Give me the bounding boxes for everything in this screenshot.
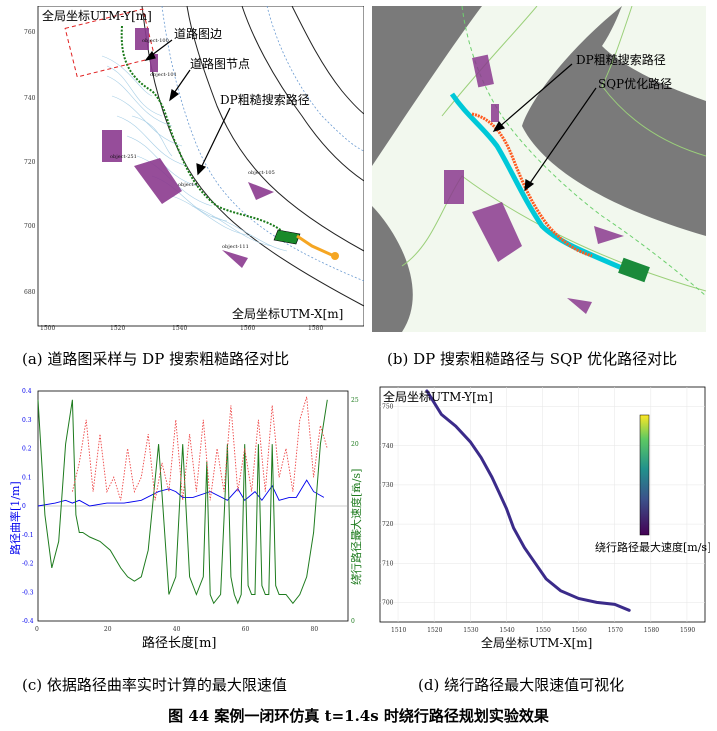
chart-c-x-tick: 60 — [242, 626, 250, 633]
figure-caption: 图 44 案例一闭环仿真 t=1.4s 时绕行路径规划实验效果 — [168, 707, 549, 725]
annotation-road-edge: 道路图边 — [174, 26, 222, 41]
y-tick: 680 — [24, 289, 36, 296]
chart-c-y-tick-right: 20 — [351, 441, 359, 448]
chart-c-x-tick: 20 — [104, 626, 112, 633]
chart-d-x-tick: 1510 — [391, 627, 406, 634]
ego-vehicle-icon — [618, 257, 650, 283]
chart-d-path-series — [425, 389, 631, 612]
x-tick: 1520 — [110, 325, 125, 332]
object-label: object-111 — [222, 244, 249, 250]
panel-c: 0 20 40 60 80 0.4 0.3 0.2 0.1 0 -0.1 -0.2 -0.3 -0.4 25… — [8, 385, 363, 655]
chart-d-ylabel: 全局坐标UTM-Y[m] — [383, 389, 493, 404]
x-tick: 1540 — [172, 325, 187, 332]
chart-c-y-tick-left: 0 — [22, 503, 26, 510]
chart-d-x-tick: 1560 — [572, 627, 587, 634]
y-tick: 740 — [24, 95, 36, 102]
chart-c-y-tick-right: 15 — [351, 485, 359, 492]
x-tick: 1500 — [40, 325, 55, 332]
chart-c-x-tick: 40 — [173, 626, 181, 633]
chart-d-y-tick: 700 — [382, 599, 394, 606]
colorbar — [639, 414, 650, 536]
chart-d-y-tick: 710 — [382, 560, 394, 567]
annotation-dp-path: DP粗糙搜索路径 — [220, 92, 310, 107]
y-tick: 760 — [24, 29, 36, 36]
object-label: object-101 — [150, 72, 177, 78]
chart-c: 0 20 40 60 80 0.4 0.3 0.2 0.1 0 -0.1 -0.2 -0.3 -0.4 25… — [8, 388, 363, 651]
chart-c-y-tick-left: 0.4 — [22, 388, 32, 395]
chart-d-x-tick: 1580 — [644, 627, 659, 634]
object-label: object-1 — [178, 182, 198, 188]
chart-c-y-tick-right: 10 — [351, 530, 359, 537]
panel-d: 1510 1520 1530 1540 1550 1560 1570 1580 1590 750 7… — [375, 385, 711, 655]
caption-a: (a) 道路图采样与 DP 搜索粗糙路径对比 — [22, 350, 290, 368]
caption-b: (b) DP 搜索粗糙路径与 SQP 优化路径对比 — [387, 350, 678, 368]
dp-path — [120, 25, 283, 232]
panel-b: DP粗糙搜索路径 SQP优化路径 — [372, 5, 707, 332]
chart-d-y-tick: 730 — [382, 482, 394, 489]
chart-d-x-tick: 1520 — [427, 627, 442, 634]
chart-c-y-tick-left: 0.1 — [22, 474, 32, 481]
chart-c-y-tick-left: 0.2 — [22, 446, 32, 453]
panel-b-plot: DP粗糙搜索路径 SQP优化路径 — [372, 5, 707, 332]
chart-c-y-tick-left: -0.1 — [22, 532, 34, 539]
object-label: object-251 — [110, 154, 137, 160]
chart-d-y-tick: 750 — [382, 404, 394, 411]
chart-c-x-tick: 0 — [35, 626, 39, 633]
chart-c-x-tick: 80 — [311, 626, 319, 633]
axis-label-x: 全局坐标UTM-X[m] — [232, 306, 343, 321]
chart-c-y-tick-left: -0.4 — [22, 618, 34, 625]
chart-c-series-2 — [71, 396, 328, 501]
annotation-dp-path: DP粗糙搜索路径 — [576, 52, 666, 67]
object-label: object-100 — [142, 38, 169, 44]
chart-c-series-1 — [37, 399, 328, 605]
caption-d: (d) 绕行路径最大限速值可视化 — [418, 676, 625, 694]
chart-c-y-tick-right: 5 — [351, 574, 355, 581]
road-graph-edges — [101, 55, 288, 252]
y-tick: 720 — [24, 159, 36, 166]
chart-d-y-tick: 740 — [382, 443, 394, 450]
chart-c-y-tick-right: 25 — [351, 397, 359, 404]
chart-c-y-tick-left: -0.3 — [22, 589, 34, 596]
annotation-road-node: 道路图节点 — [190, 56, 250, 71]
chart-d-series — [425, 389, 631, 612]
chart-c-series — [37, 396, 328, 605]
chart-d-xlabel: 全局坐标UTM-X[m] — [481, 635, 592, 650]
panel-a: 全局坐标UTM-Y[m] 全局坐标UTM-X[m] 道路图边 道路图节点 DP粗… — [12, 5, 365, 332]
chart-d-x-tick: 1540 — [499, 627, 514, 634]
x-tick: 1560 — [240, 325, 255, 332]
panel-a-plot: 全局坐标UTM-Y[m] 全局坐标UTM-X[m] 道路图边 道路图节点 DP粗… — [24, 5, 365, 332]
colorbar-label: 绕行路径最大速度[m/s] — [595, 540, 710, 554]
chart-c-y-tick-left: -0.2 — [22, 561, 34, 568]
chart-c-ylabel-right: 绕行路径最大速度[m/s] — [349, 469, 362, 585]
annotation-sqp-path: SQP优化路径 — [598, 76, 672, 91]
chart-d-x-tick: 1570 — [608, 627, 623, 634]
chart-d-x-tick: 1550 — [536, 627, 551, 634]
obstacles — [444, 54, 624, 314]
chart-c-y-tick-right: 0 — [351, 618, 355, 625]
y-tick: 700 — [24, 223, 36, 230]
chart-d: 1510 1520 1530 1540 1550 1560 1570 1580 1590 750 7… — [379, 386, 711, 650]
dp-coarse-path — [471, 112, 593, 258]
chart-c-series-0 — [37, 479, 325, 507]
chart-d-y-tick: 720 — [382, 521, 394, 528]
ego-vehicle-icon — [273, 229, 301, 245]
x-tick: 1580 — [308, 325, 323, 332]
chart-d-x-tick: 1590 — [680, 627, 695, 634]
chart-c-xlabel: 路径长度[m] — [142, 635, 216, 651]
caption-c: (c) 依据路径曲率实时计算的最大限速值 — [22, 676, 287, 694]
chart-d-x-tick: 1530 — [463, 627, 478, 634]
chart-c-y-tick-left: 0.3 — [22, 417, 32, 424]
object-label: object-105 — [248, 170, 275, 176]
axis-label-y: 全局坐标UTM-Y[m] — [42, 8, 152, 23]
chart-c-ylabel-left: 路径曲率[1/m] — [10, 481, 22, 555]
obstacles — [102, 28, 274, 268]
